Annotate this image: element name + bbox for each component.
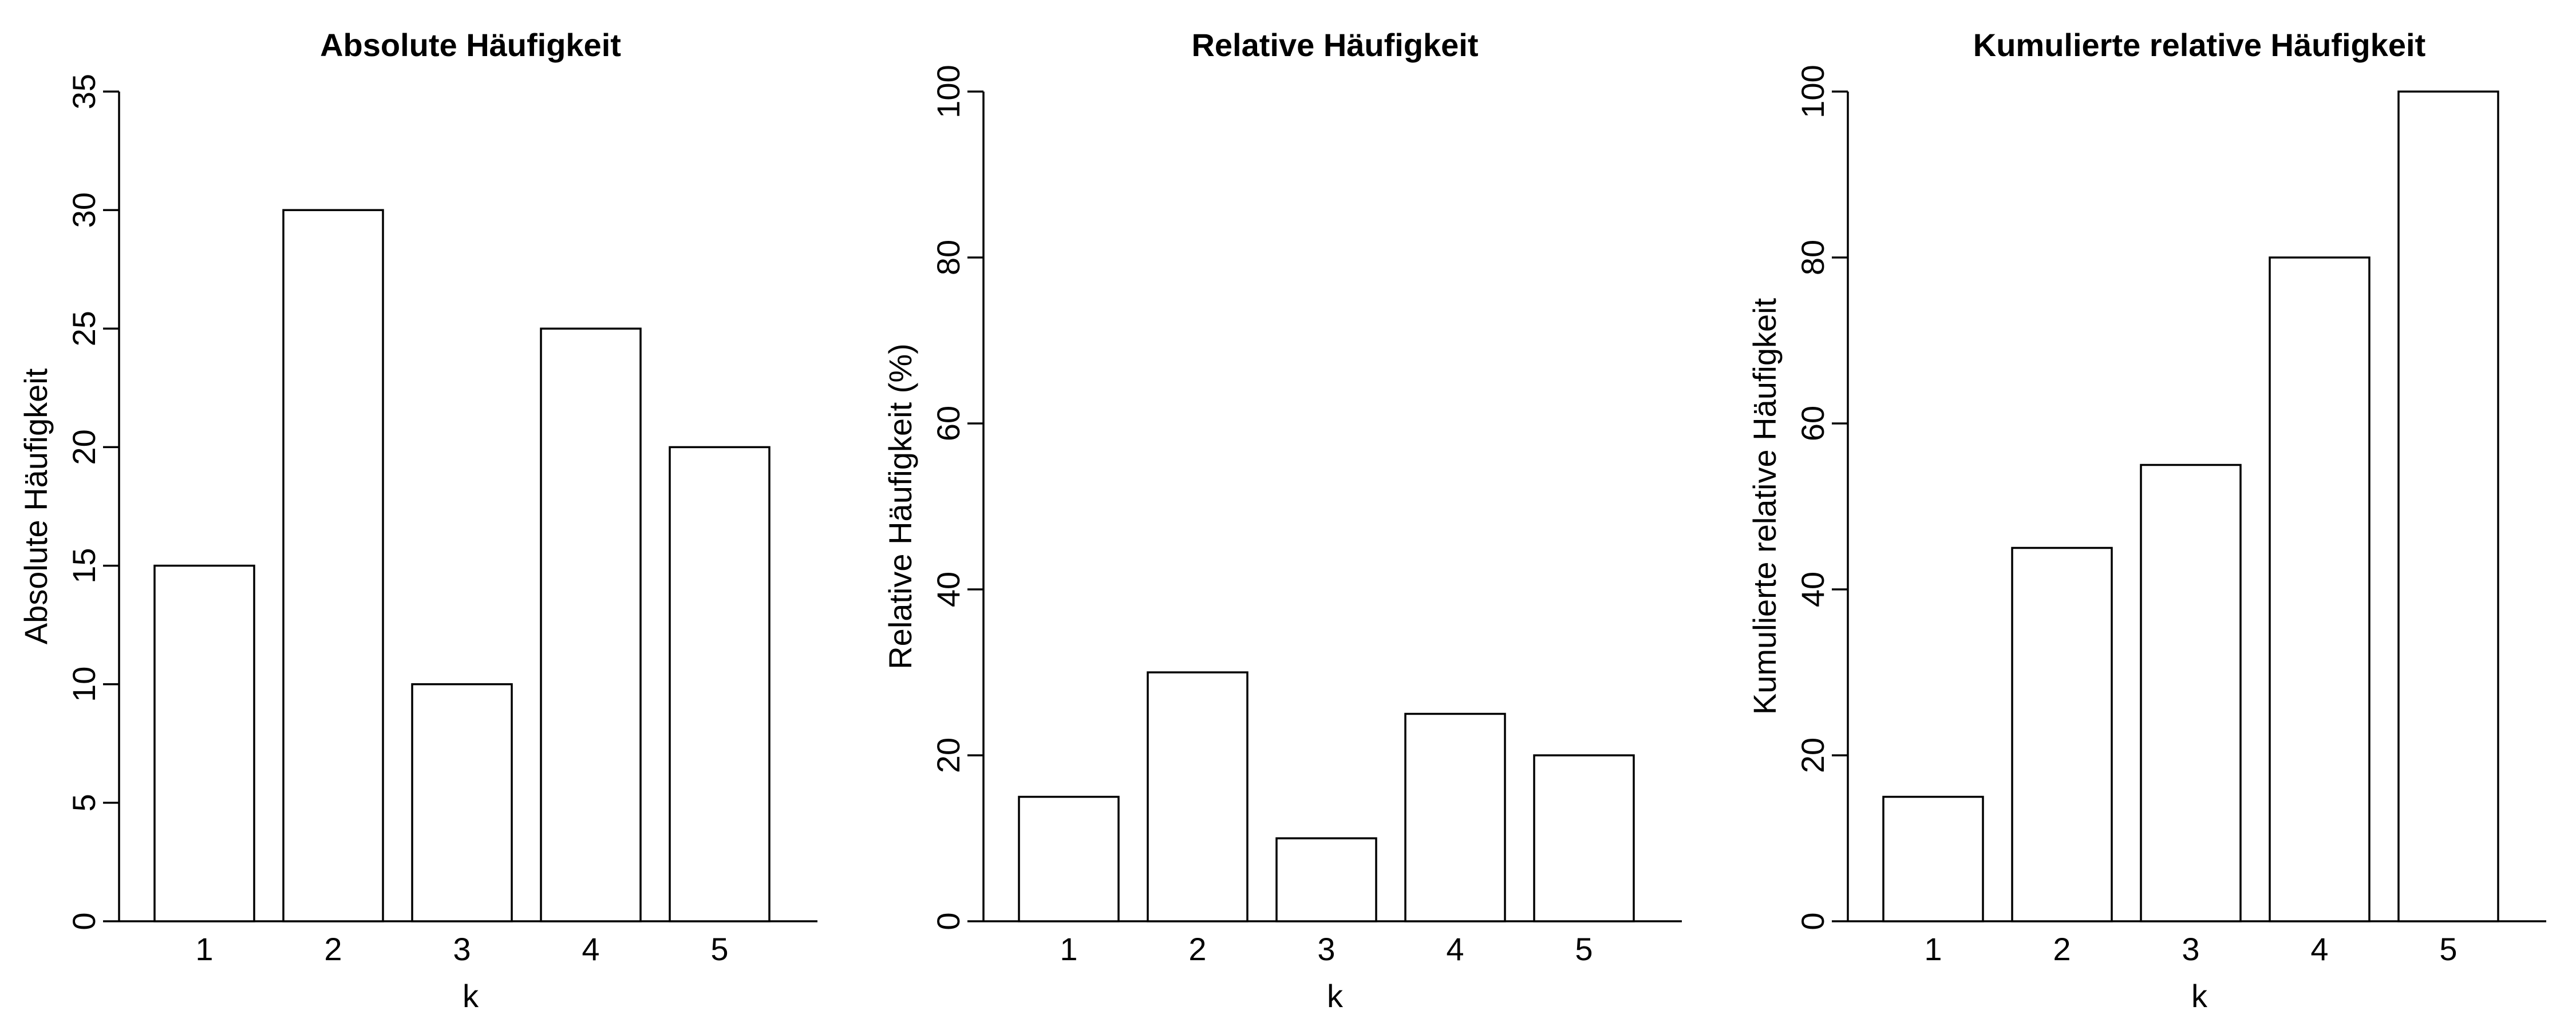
x-category-label: 5 xyxy=(2439,931,2457,967)
chart-panel-absolute: Absolute Häufigkeit Absolute Häufigkeit … xyxy=(18,27,817,1014)
x-category-label: 1 xyxy=(1060,931,1077,967)
y-tick-label: 40 xyxy=(1795,572,1831,607)
y-tick-label: 10 xyxy=(66,667,102,702)
bar-k-5 xyxy=(1533,754,1635,922)
x-category-label: 1 xyxy=(195,931,213,967)
bar-k-1 xyxy=(1882,795,1984,922)
y-tick-label: 20 xyxy=(66,429,102,465)
chart-title: Absolute Häufigkeit xyxy=(320,27,621,63)
bar-k-1 xyxy=(153,564,255,922)
x-axis-label: k xyxy=(463,978,479,1014)
x-category-label: 3 xyxy=(453,931,471,967)
x-category-label: 4 xyxy=(582,931,599,967)
x-axis-label: k xyxy=(1327,978,1344,1014)
y-tick-label: 20 xyxy=(1795,738,1831,773)
x-category-label: 5 xyxy=(1575,931,1593,967)
x-category-label: 3 xyxy=(2182,931,2199,967)
chart-title: Relative Häufigkeit xyxy=(1191,27,1478,63)
y-tick-label: 0 xyxy=(930,912,966,930)
y-tick-label: 0 xyxy=(1795,912,1831,930)
bar-k-5 xyxy=(669,446,771,922)
x-category-label: 5 xyxy=(710,931,728,967)
chart-panel-cumulative: Kumulierte relative Häufigkeit Kumuliert… xyxy=(1747,27,2546,1014)
x-category-label: 3 xyxy=(1317,931,1335,967)
y-tick-label: 60 xyxy=(930,406,966,441)
y-tick-label: 25 xyxy=(66,311,102,346)
x-category-label: 2 xyxy=(2053,931,2071,967)
y-tick-label: 80 xyxy=(1795,240,1831,275)
bar-k-2 xyxy=(1147,671,1249,922)
y-tick-label: 80 xyxy=(930,240,966,275)
y-tick-label: 30 xyxy=(66,192,102,228)
y-tick-label: 20 xyxy=(930,738,966,773)
x-axis-label: k xyxy=(2191,978,2208,1014)
bar-k-1 xyxy=(1018,795,1120,922)
bar-k-4 xyxy=(540,327,642,922)
bar-k-3 xyxy=(411,683,513,922)
x-category-label: 4 xyxy=(1446,931,1464,967)
y-axis-label: Relative Häufigkeit (%) xyxy=(882,343,918,670)
y-tick-label: 35 xyxy=(66,74,102,109)
bar-k-2 xyxy=(282,209,384,922)
y-tick-label: 15 xyxy=(66,548,102,583)
y-tick-label: 0 xyxy=(66,912,102,930)
y-axis-label: Absolute Häufigkeit xyxy=(18,368,54,644)
y-axis-label: Kumulierte relative Häufigkeit xyxy=(1747,298,1783,715)
chart-title: Kumulierte relative Häufigkeit xyxy=(1973,27,2425,63)
bar-k-3 xyxy=(1275,837,1377,922)
y-tick-label: 100 xyxy=(930,65,966,118)
y-tick-label: 40 xyxy=(930,572,966,607)
bar-k-3 xyxy=(2140,464,2242,922)
bar-k-2 xyxy=(2011,546,2113,922)
x-category-label: 1 xyxy=(1924,931,1942,967)
y-tick-label: 60 xyxy=(1795,406,1831,441)
bar-k-5 xyxy=(2397,90,2499,922)
y-tick-label: 100 xyxy=(1795,65,1831,118)
bar-k-4 xyxy=(2269,256,2370,922)
x-category-label: 2 xyxy=(1188,931,1206,967)
chart-panel-relative: Relative Häufigkeit Relative Häufigkeit … xyxy=(882,27,1682,1014)
x-category-label: 2 xyxy=(324,931,342,967)
x-category-label: 4 xyxy=(2310,931,2328,967)
bar-k-4 xyxy=(1404,712,1506,922)
y-tick-label: 5 xyxy=(66,794,102,811)
